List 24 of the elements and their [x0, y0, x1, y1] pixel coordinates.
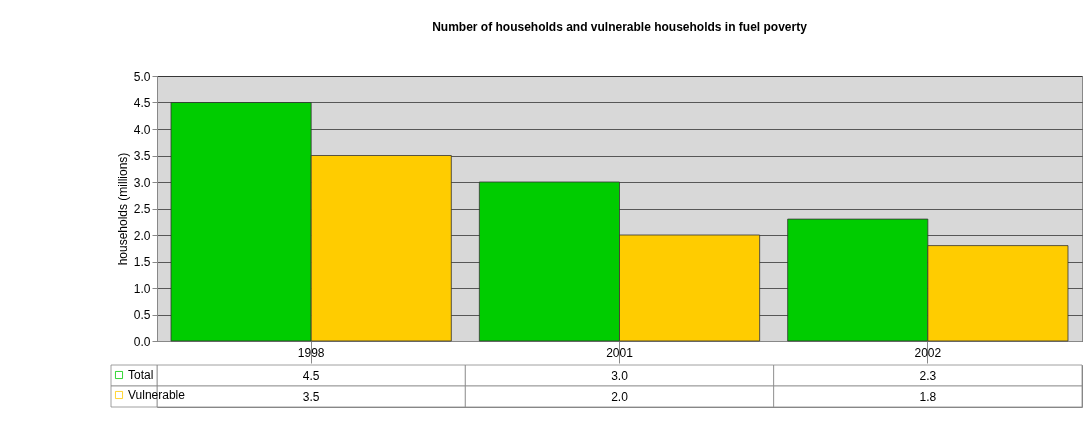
y-tick-label: 5.0	[133, 69, 151, 84]
data-label: 3.5	[302, 389, 320, 404]
y-tick-label: 0.5	[133, 308, 151, 322]
x-tick-label: 2002	[914, 345, 942, 360]
y-tick-label: 1.5	[133, 255, 151, 269]
x-tick-label: 1998	[297, 345, 325, 360]
data-label: 2.0	[611, 389, 629, 404]
y-tick-label: 2.5	[133, 202, 151, 216]
y-tick-label: 3.5	[133, 149, 151, 163]
chart-title: Number of households and vulnerable households in fuel poverty	[432, 20, 808, 34]
y-tick-label: 4.0	[133, 122, 151, 137]
y-tick-label: 2.0	[133, 228, 151, 243]
y-tick-label: 1.0	[133, 281, 151, 296]
y-tick-label: 4.5	[133, 96, 151, 110]
y-tick-label: 0.0	[133, 334, 151, 349]
x-tick-label: 2001	[606, 345, 634, 360]
data-label: 1.8	[919, 389, 937, 404]
legend-label: Total	[128, 368, 154, 382]
data-label: 3.0	[611, 368, 629, 383]
data-label: 4.5	[302, 368, 320, 383]
y-axis-title: households (millions)	[115, 152, 130, 266]
legend-label: Vulnerable	[128, 388, 186, 402]
data-label: 2.3	[919, 368, 937, 383]
y-tick-label: 3.0	[133, 175, 151, 190]
